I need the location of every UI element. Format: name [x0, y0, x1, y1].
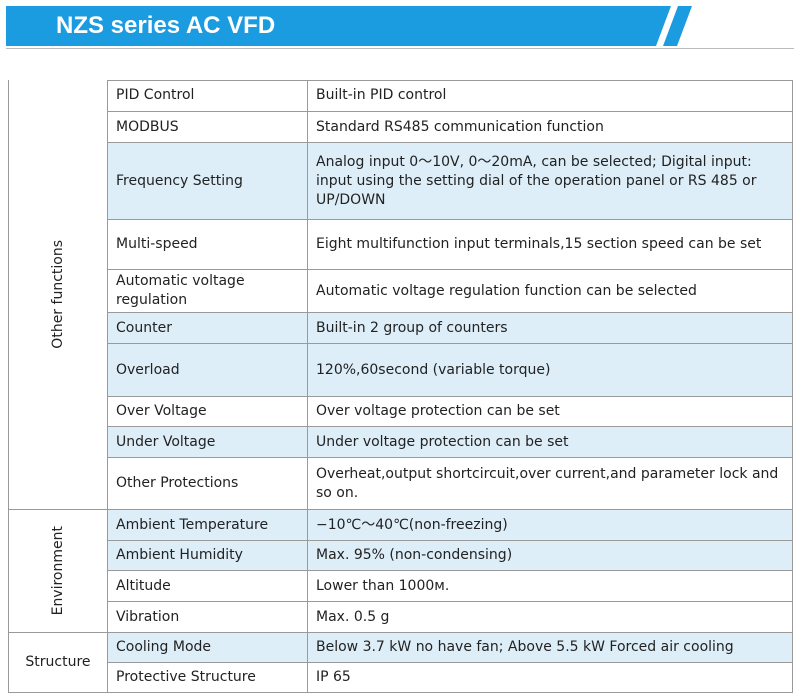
value-cell-text: 120%,60second (variable torque) [316, 361, 551, 378]
param-cell-text: Other Protections [116, 475, 239, 491]
group-cell: Structure [8, 633, 108, 693]
value-cell: Below 3.7 kW no have fan; Above 5.5 kW F… [308, 633, 793, 663]
param-cell: MODBUS [108, 112, 308, 143]
value-cell-text: Overheat,output shortcircuit,over curren… [316, 465, 779, 501]
param-cell-text: Ambient Humidity [116, 547, 243, 563]
value-cell: 120%,60second (variable torque) [308, 344, 793, 397]
value-cell: Lower than 1000м. [308, 571, 793, 602]
param-cell: Protective Structure [108, 663, 308, 693]
param-cell: Altitude [108, 571, 308, 602]
value-cell: Overheat,output shortcircuit,over curren… [308, 458, 793, 510]
value-cell: Built-in 2 group of counters [308, 313, 793, 344]
value-cell-text: Under voltage protection can be set [316, 433, 569, 450]
param-cell-text: Protective Structure [116, 669, 256, 685]
group-cell: Other functions [8, 80, 108, 510]
param-cell-text: Over Voltage [116, 403, 207, 419]
param-cell-text: PID Control [116, 87, 195, 103]
value-cell: Over voltage protection can be set [308, 397, 793, 427]
param-cell: Other Protections [108, 458, 308, 510]
param-cell-text: Counter [116, 319, 172, 336]
param-cell: Ambient Humidity [108, 541, 308, 571]
value-cell: −10℃～40℃(non-freezing) [308, 510, 793, 541]
param-cell: Overload [108, 344, 308, 397]
param-cell: Under Voltage [108, 427, 308, 458]
param-cell-text: MODBUS [116, 118, 179, 135]
param-cell: Frequency Setting [108, 143, 308, 220]
param-cell: Counter [108, 313, 308, 344]
param-cell: PID Control [108, 80, 308, 112]
param-cell: Multi-speed [108, 220, 308, 270]
param-cell-text: Multi-speed [116, 236, 198, 252]
value-cell-text: Max. 95% (non-condensing) [316, 547, 513, 563]
group-cell-text: Environment [49, 526, 66, 616]
page-title: NZS series AC VFD [56, 12, 276, 39]
param-cell-text: Frequency Setting [116, 172, 243, 189]
value-cell-text: Over voltage protection can be set [316, 403, 560, 419]
value-cell-text: Analog input 0～10V, 0～20mA, can be selec… [316, 153, 757, 208]
group-cell-text: Structure [25, 654, 91, 670]
value-cell-text: Standard RS485 communication function [316, 118, 604, 135]
value-cell-text: Lower than 1000м. [316, 577, 450, 594]
group-cell-text: Other functions [49, 240, 66, 349]
param-cell-text: Automatic voltage regulation [116, 273, 245, 308]
group-cell: Environment [8, 510, 108, 633]
value-cell: Max. 0.5 g [308, 602, 793, 633]
param-cell: Cooling Mode [108, 633, 308, 663]
param-cell-text: Vibration [116, 608, 180, 625]
value-cell-text: −10℃～40℃(non-freezing) [316, 516, 508, 533]
value-cell-text: IP 65 [316, 669, 351, 685]
value-cell: Max. 95% (non-condensing) [308, 541, 793, 571]
param-cell-text: Ambient Temperature [116, 516, 269, 533]
value-cell-text: Max. 0.5 g [316, 608, 390, 625]
value-cell: Analog input 0～10V, 0～20mA, can be selec… [308, 143, 793, 220]
value-cell-text: Built-in PID control [316, 87, 447, 103]
value-cell: Built-in PID control [308, 80, 793, 112]
value-cell-text: Built-in 2 group of counters [316, 319, 508, 336]
param-cell-text: Under Voltage [116, 433, 216, 450]
param-cell: Ambient Temperature [108, 510, 308, 541]
value-cell-text: Eight multifunction input terminals,15 s… [316, 236, 762, 252]
value-cell: Standard RS485 communication function [308, 112, 793, 143]
param-cell: Automatic voltage regulation [108, 270, 308, 313]
banner [6, 6, 692, 46]
value-cell-text: Below 3.7 kW no have fan; Above 5.5 kW F… [316, 639, 734, 655]
param-cell-text: Overload [116, 361, 180, 378]
param-cell-text: Cooling Mode [116, 639, 212, 655]
value-cell: Automatic voltage regulation function ca… [308, 270, 793, 313]
value-cell: Under voltage protection can be set [308, 427, 793, 458]
value-cell: Eight multifunction input terminals,15 s… [308, 220, 793, 270]
table-border [8, 80, 793, 81]
rule [6, 48, 794, 49]
value-cell: IP 65 [308, 663, 793, 693]
value-cell-text: Automatic voltage regulation function ca… [316, 282, 697, 299]
param-cell: Vibration [108, 602, 308, 633]
param-cell: Over Voltage [108, 397, 308, 427]
param-cell-text: Altitude [116, 577, 171, 594]
